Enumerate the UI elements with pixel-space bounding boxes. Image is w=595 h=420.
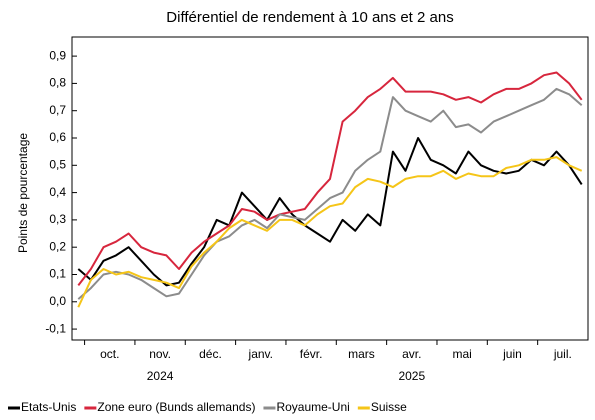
x-tick-label: févr. <box>300 347 323 361</box>
y-tick-label: 0,7 <box>49 103 66 117</box>
y-tick-label: 0,8 <box>49 76 66 90</box>
year-label: 2024 <box>147 369 174 383</box>
legend-label: Royaume-Uni <box>276 400 349 414</box>
line-series <box>77 87 583 300</box>
x-tick-label: janv. <box>248 347 273 361</box>
plot-frame <box>71 36 589 341</box>
legend-label: Zone euro (Bunds allemands) <box>97 400 255 414</box>
x-tick-label: juin <box>502 347 522 361</box>
y-tick-label: 0,9 <box>49 48 66 62</box>
x-tick-label: avr. <box>402 347 421 361</box>
x-tick-label: mars <box>348 347 375 361</box>
y-tick-label: 0,1 <box>49 267 66 281</box>
y-tick-label: 0,3 <box>49 212 66 226</box>
line-series <box>77 156 583 308</box>
x-tick-label: nov. <box>149 347 171 361</box>
line-series <box>77 71 583 287</box>
x-tick-label: mai <box>452 347 471 361</box>
year-label: 2025 <box>398 369 425 383</box>
y-tick-label: -0,1 <box>45 321 66 335</box>
line-series <box>77 137 583 287</box>
x-tick-label: juil. <box>553 347 572 361</box>
y-tick-label: 0,0 <box>49 294 66 308</box>
chart-title: Différentiel de rendement à 10 ans et 2 … <box>166 9 453 26</box>
y-tick-label: 0,2 <box>49 239 66 253</box>
legend-label: Suisse <box>371 400 407 414</box>
y-tick-label: 0,4 <box>49 185 66 199</box>
y-axis-label: Points de pourcentage <box>16 133 30 253</box>
y-tick-label: 0,6 <box>49 130 66 144</box>
x-tick-label: déc. <box>199 347 222 361</box>
x-tick-label: oct. <box>100 347 119 361</box>
legend-label: Etats-Unis <box>21 400 76 414</box>
y-tick-label: 0,5 <box>49 157 66 171</box>
